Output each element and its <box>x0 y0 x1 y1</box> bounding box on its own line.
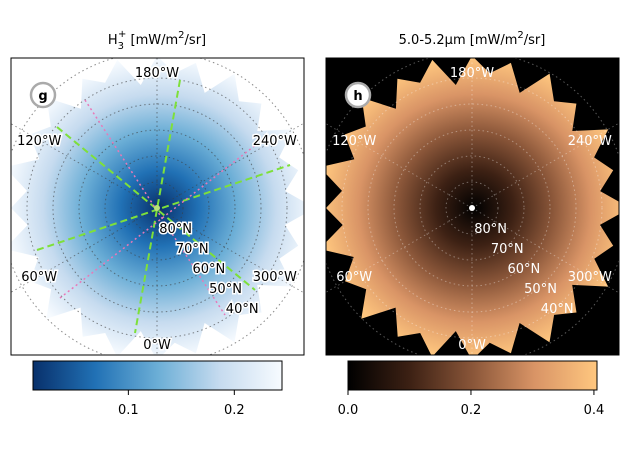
lat-circle <box>393 129 551 287</box>
lat-label: 40°N <box>541 302 574 317</box>
panel-frame <box>325 57 620 356</box>
lon-line <box>326 207 473 293</box>
track-line <box>56 126 256 291</box>
panel: 0°W 60°W 120°W 180°W 240°W 300°W 80°N 70°N 60°N 5… <box>10 29 305 418</box>
lon-label: 180°W <box>450 66 494 81</box>
lon-label: 0°W <box>458 338 486 353</box>
pole-marker <box>154 205 160 211</box>
lon-line <box>326 123 473 209</box>
title-unit-sup: 2 <box>178 30 184 41</box>
lon-label: 180°W <box>135 66 179 81</box>
panel-title: H3+ [mW/m2/sr] <box>108 29 206 52</box>
title-sup: + <box>118 29 126 40</box>
colorbar-tick-label: 0.2 <box>224 403 245 418</box>
lon-line <box>11 123 158 209</box>
lat-circle <box>341 77 603 339</box>
lon-label: 300°W <box>253 270 297 285</box>
panel-badge <box>29 81 57 109</box>
lon-line <box>156 207 304 294</box>
lat-circle <box>445 181 499 235</box>
colorbar-tick-label: 0.2 <box>461 403 482 418</box>
map <box>326 58 619 355</box>
title-unit-sup: 2 <box>517 30 523 41</box>
lat-label: 60°N <box>193 262 226 277</box>
lat-circle <box>26 77 288 339</box>
pole-marker <box>469 205 475 211</box>
colorbar-tick-label: 0.0 <box>338 403 359 418</box>
colorbar-tick-label: 0.1 <box>118 403 139 418</box>
lat-label: 50°N <box>524 282 557 297</box>
track-line <box>134 79 181 334</box>
title-text: H <box>108 33 118 48</box>
lat-circle <box>104 155 210 261</box>
lon-line <box>471 207 619 294</box>
lat-label: 50°N <box>209 282 242 297</box>
lon-label: 240°W <box>568 134 612 149</box>
colorbar-tick-label: 0.4 <box>584 403 605 418</box>
lon-label: 120°W <box>332 134 376 149</box>
panel-badge <box>344 81 372 109</box>
lat-label: 40°N <box>226 302 259 317</box>
lon-label: 120°W <box>17 134 61 149</box>
lon-line <box>471 122 619 209</box>
lat-label: 70°N <box>176 242 209 257</box>
lon-label: 60°W <box>336 270 372 285</box>
lat-circle <box>130 181 184 235</box>
panel-label: g <box>38 89 47 104</box>
lon-label: 240°W <box>253 134 297 149</box>
colorbar <box>347 360 598 391</box>
colorbar <box>32 360 283 391</box>
lat-label: 80°N <box>474 222 507 237</box>
panel-frame <box>10 57 305 356</box>
title-unit: [mW/m <box>466 33 518 48</box>
map <box>11 58 304 355</box>
track-line <box>36 164 291 251</box>
lat-circle <box>419 155 525 261</box>
panel: 0°W 60°W 120°W 180°W 240°W 300°W 80°N 70°N 60°N 5… <box>325 30 620 418</box>
lon-label: 300°W <box>568 270 612 285</box>
lat-circle <box>367 103 577 313</box>
lon-line <box>156 122 304 209</box>
title-text: 5.0-5.2μm <box>399 33 466 48</box>
lat-label: 70°N <box>491 242 524 257</box>
title-unit-end: /sr] <box>524 33 546 48</box>
title-unit: [mW/m <box>126 33 178 48</box>
lon-line <box>11 207 158 293</box>
title-unit-end: /sr] <box>185 33 207 48</box>
lat-label: 60°N <box>508 262 541 277</box>
panel-label: h <box>353 89 362 104</box>
lat-label: 80°N <box>159 222 192 237</box>
lon-label: 0°W <box>143 338 171 353</box>
lon-label: 60°W <box>21 270 57 285</box>
panel-title: 5.0-5.2μm [mW/m2/sr] <box>399 30 546 48</box>
title-sub: 3 <box>118 41 124 52</box>
